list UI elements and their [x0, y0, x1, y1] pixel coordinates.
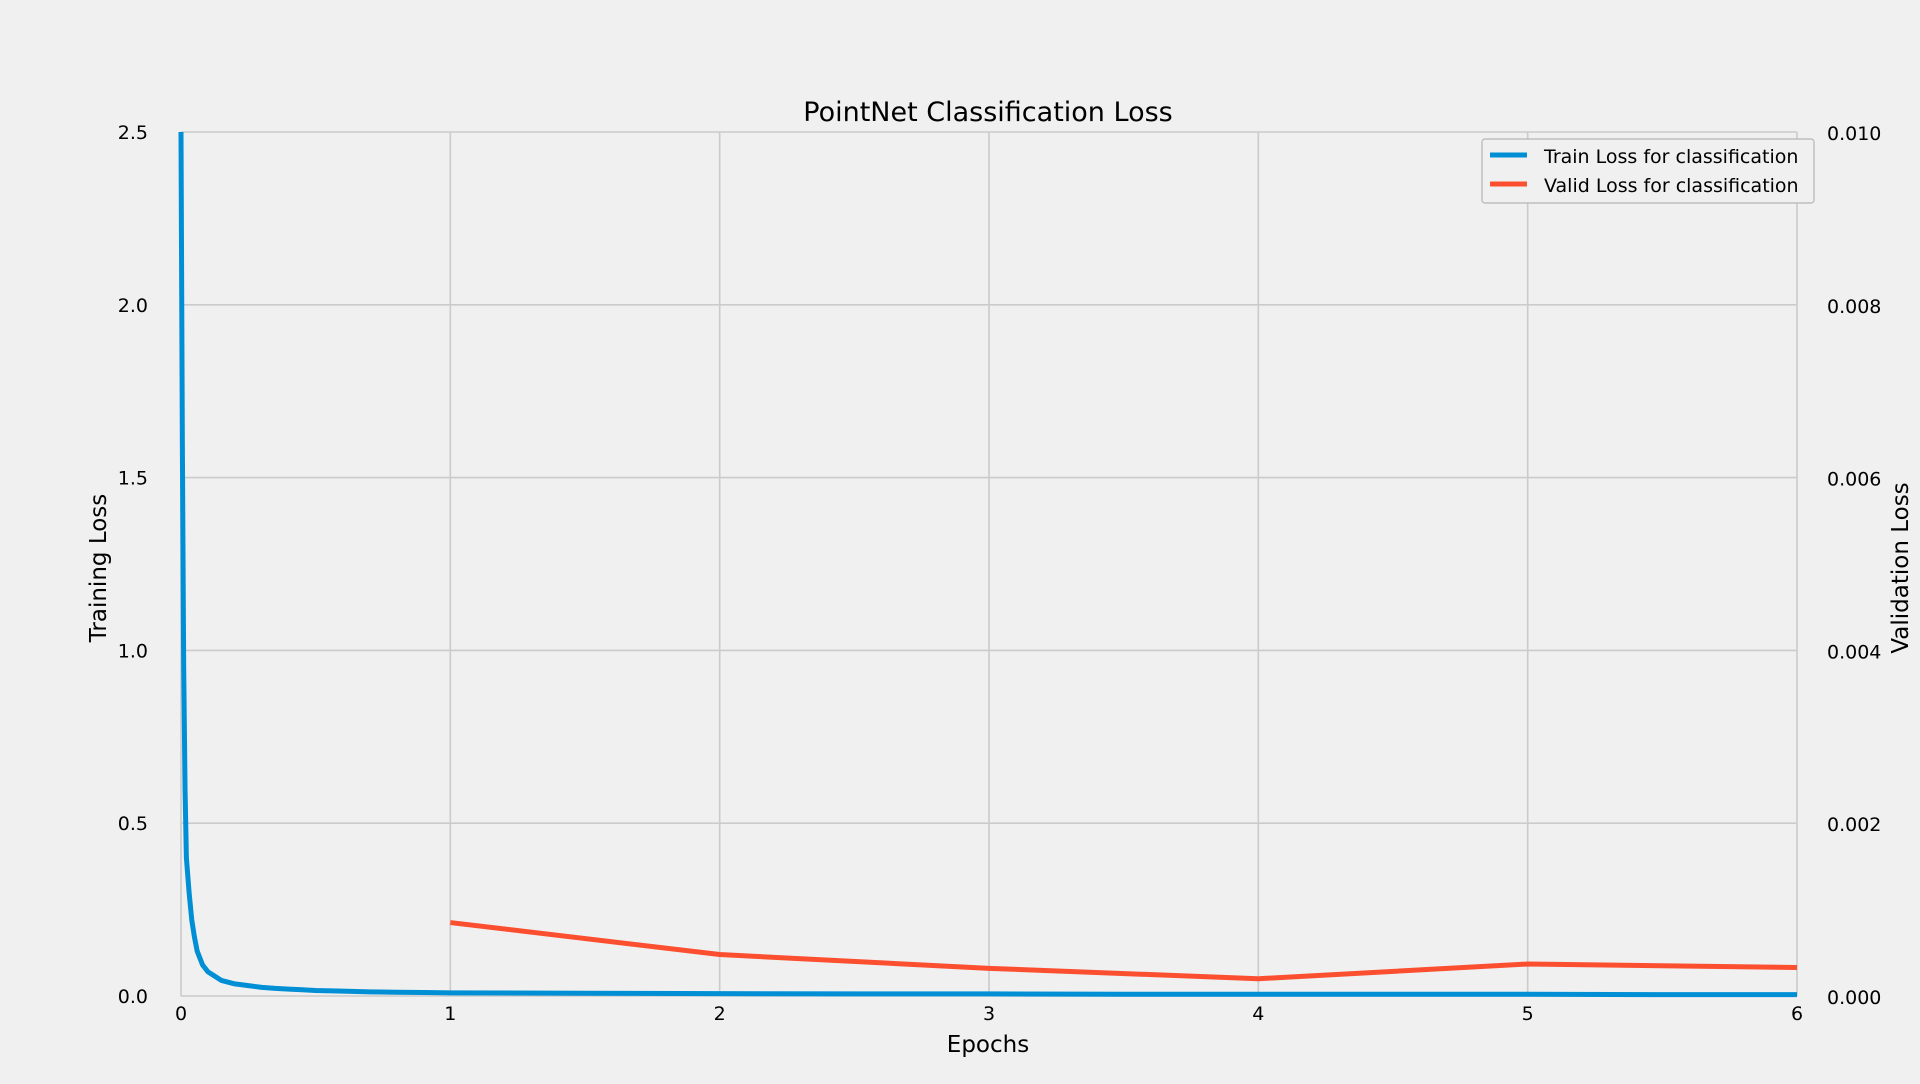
x-tick-label: 1	[444, 1003, 456, 1025]
legend: Train Loss for classification Valid Loss…	[1481, 138, 1815, 204]
x-tick-label: 4	[1252, 1003, 1264, 1025]
y2-tick-label: 0.006	[1827, 469, 1881, 491]
y-tick-label: 0.5	[118, 813, 148, 835]
x-tick-label: 2	[714, 1003, 726, 1025]
y-axis-label: Training Loss	[86, 494, 112, 644]
y2-tick-label: 0.008	[1827, 296, 1881, 318]
y-tick-label: 2.5	[118, 122, 148, 144]
y2-tick-label: 0.000	[1827, 987, 1881, 1009]
x-tick-label: 6	[1791, 1003, 1803, 1025]
series-lines	[178, 131, 1798, 998]
y-tick-label: 2.0	[118, 295, 148, 317]
x-axis-label: Epochs	[947, 1032, 1029, 1058]
tick-labels: 0 1 2 3 4 5 6 0.0 0.5 1.0 1.5 2.0 2.5 0.000 0.002 0.004…	[118, 122, 1882, 1025]
legend-label-valid: Valid Loss for classification	[1544, 175, 1799, 197]
x-tick-label: 3	[983, 1003, 995, 1025]
grid-lines	[180, 131, 1798, 997]
y-tick-label: 1.5	[118, 468, 148, 490]
series-line-valid	[450, 920, 1798, 982]
y2-tick-label: 0.004	[1827, 641, 1881, 663]
chart-title: PointNet Classification Loss	[803, 97, 1172, 128]
legend-label-train: Train Loss for classification	[1543, 146, 1798, 168]
series-line-train	[178, 131, 1797, 998]
y2-tick-label: 0.002	[1827, 814, 1881, 836]
y-tick-label: 1.0	[118, 640, 148, 662]
x-tick-label: 5	[1522, 1003, 1534, 1025]
y-tick-label: 0.0	[118, 986, 148, 1008]
y2-tick-label: 0.010	[1827, 123, 1881, 145]
y2-axis-label: Validation Loss	[1888, 482, 1914, 653]
legend-box	[1481, 138, 1815, 204]
x-tick-label: 0	[175, 1003, 187, 1025]
